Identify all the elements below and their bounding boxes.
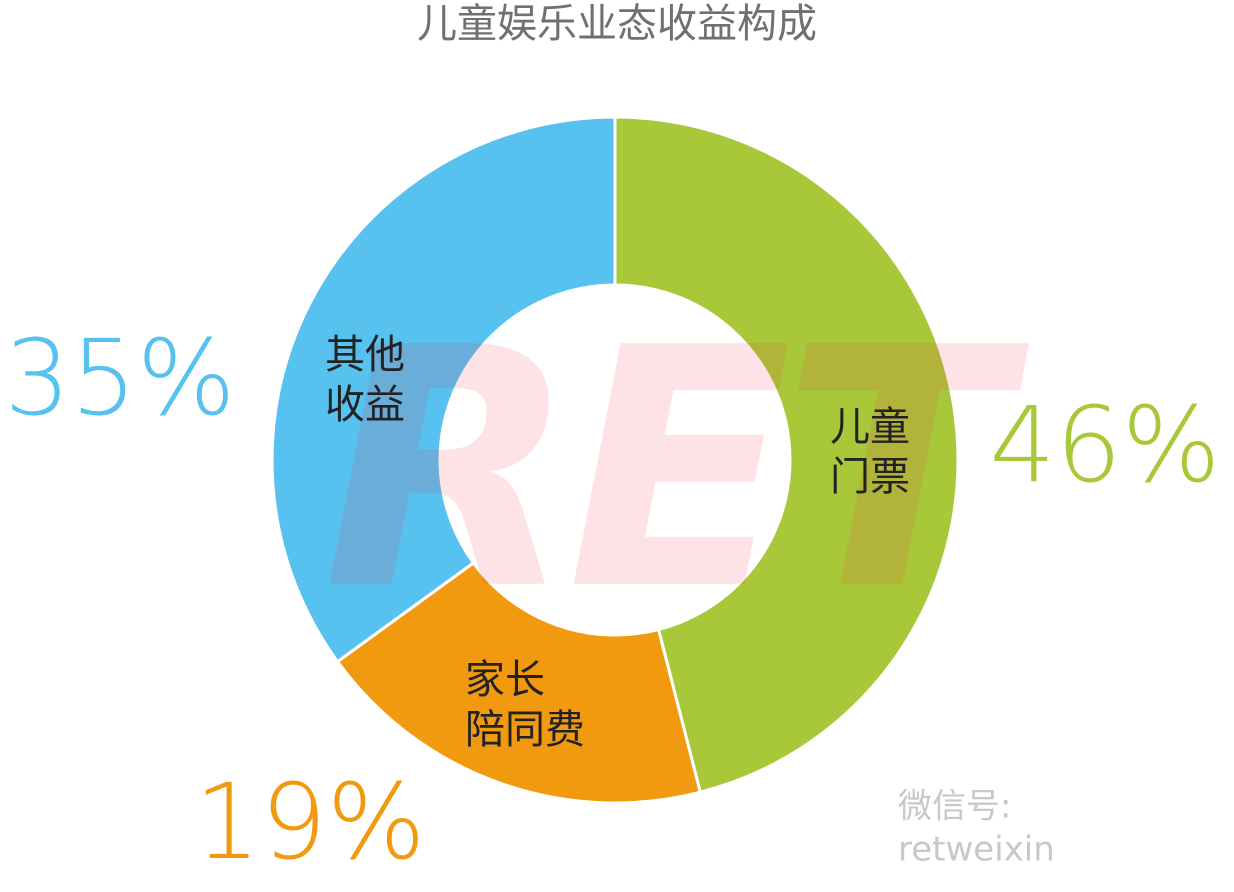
credit: 微信号: retweixin xyxy=(898,786,1055,870)
donut-segment xyxy=(270,115,617,664)
category-label: 其他 收益 xyxy=(325,332,405,428)
category-label: 家长 陪同费 xyxy=(465,657,585,753)
chart-title: 儿童娱乐业态收益构成 xyxy=(417,1,817,47)
watermark: RET xyxy=(322,277,1008,662)
value-label: 35% xyxy=(4,317,236,439)
value-label: 46% xyxy=(989,384,1221,506)
value-label: 19% xyxy=(194,761,426,883)
donut-segment xyxy=(613,115,960,795)
donut-segment xyxy=(335,560,703,805)
category-label: 儿童 门票 xyxy=(830,404,910,500)
